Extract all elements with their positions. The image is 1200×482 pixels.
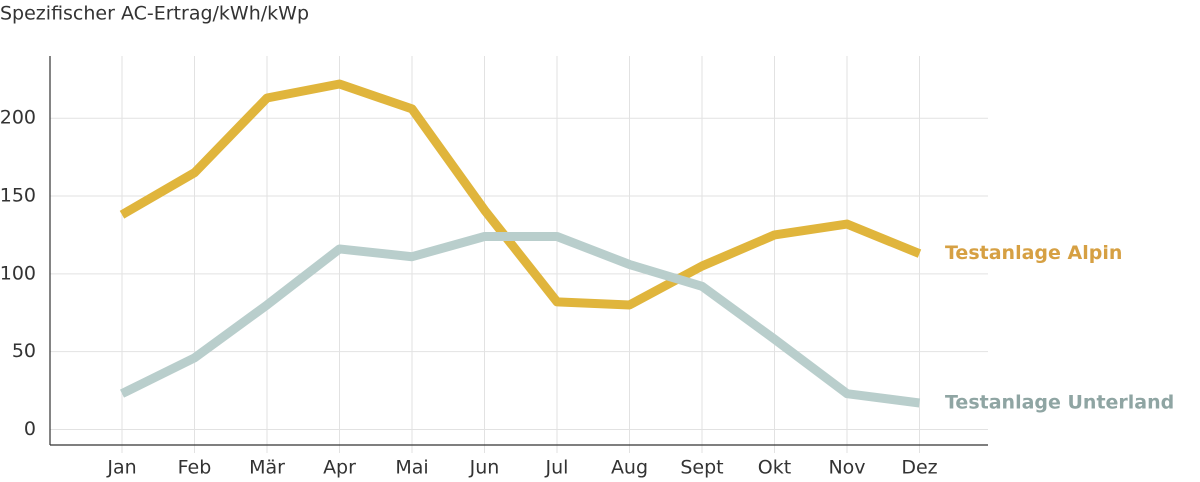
series-label: Testanlage Alpin	[945, 242, 1122, 264]
x-tick-label: Jul	[545, 457, 569, 479]
x-tick-label: Sept	[680, 457, 723, 479]
x-tick-label: Okt	[758, 457, 791, 479]
y-tick-label: 50	[12, 340, 36, 362]
x-tick-label: Nov	[828, 457, 865, 479]
y-axis-title: Spezifischer AC-Ertrag/kWh/kWp	[0, 3, 309, 25]
series-label: Testanlage Unterland	[945, 391, 1174, 413]
x-tick-label: Apr	[323, 457, 356, 479]
x-tick-label: Feb	[178, 457, 212, 479]
y-tick-label: 0	[24, 418, 36, 440]
x-tick-label: Jan	[106, 457, 136, 479]
x-tick-label: Mai	[395, 457, 428, 479]
series-line	[120, 231, 921, 408]
y-tick-label: 200	[0, 107, 36, 129]
x-tick-label: Aug	[611, 457, 648, 479]
x-tick-label: Dez	[901, 457, 937, 479]
series-line	[119, 79, 922, 310]
x-tick-label: Jun	[469, 457, 500, 479]
y-tick-label: 100	[0, 262, 36, 284]
y-tick-label: 150	[0, 185, 36, 207]
x-tick-label: Mär	[249, 457, 285, 479]
